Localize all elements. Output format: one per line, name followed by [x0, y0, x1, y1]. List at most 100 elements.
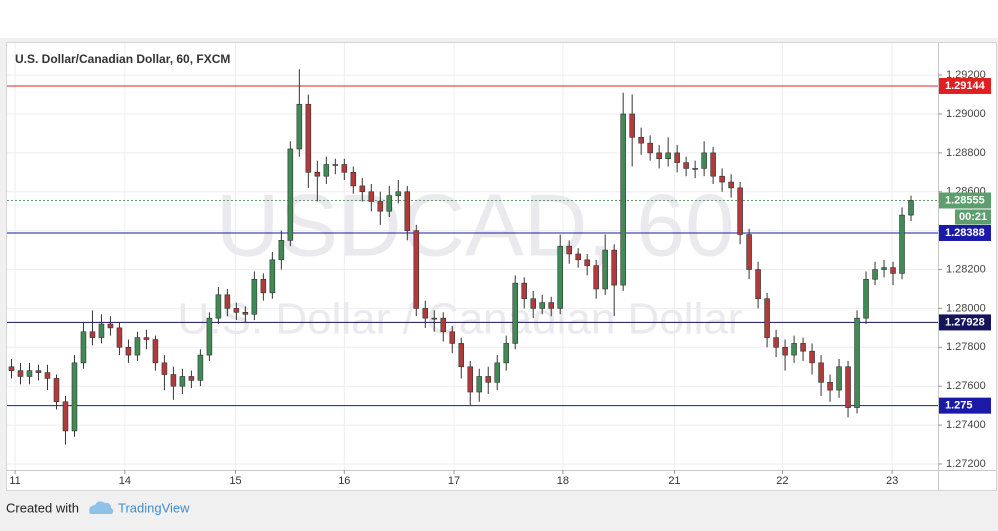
grid: [7, 43, 938, 470]
candle-body: [224, 294, 231, 309]
candle-body: [701, 152, 707, 169]
candle-body: [260, 278, 267, 294]
candle-body: [800, 343, 806, 352]
candle-body: [332, 164, 339, 166]
candle-body: [107, 323, 114, 329]
candle-body: [890, 267, 896, 274]
candle-body: [566, 245, 572, 255]
candle-body: [53, 378, 60, 403]
chart-frame: [6, 42, 997, 491]
candle-body: [908, 200, 914, 216]
candle-body: [161, 362, 168, 375]
candle-body: [251, 278, 258, 315]
y-tick-label: 1.27800: [946, 341, 986, 353]
level-label-box: [939, 314, 991, 331]
candle-body: [44, 372, 51, 379]
candle-body: [764, 298, 770, 338]
candle-body: [341, 164, 348, 173]
x-tick-label: 18: [557, 475, 569, 487]
candle-body: [170, 374, 177, 387]
candle-body: [602, 249, 608, 290]
candle-body: [755, 269, 761, 299]
candle-body: [512, 282, 519, 344]
candle-body: [413, 230, 420, 309]
candle-body: [719, 175, 725, 183]
candle-body: [683, 162, 689, 169]
y-tick-label: 1.27200: [946, 458, 986, 470]
y-tick-label: 1.27400: [946, 419, 986, 431]
x-tick-label: 11: [9, 475, 20, 487]
candle-body: [296, 103, 303, 150]
x-tick-label: 15: [229, 475, 241, 487]
candle-body: [674, 152, 680, 163]
candle-body: [422, 308, 429, 319]
candle-body: [647, 142, 653, 154]
candle-body: [737, 187, 743, 235]
candle-body: [440, 317, 447, 333]
candle-body: [188, 376, 195, 381]
candle-body: [881, 267, 887, 270]
candle-body: [665, 152, 671, 159]
watermark-description: U.S. Dollar / Canadian Dollar: [178, 295, 743, 344]
candle-body: [476, 376, 483, 393]
candle-body: [827, 382, 833, 391]
level-label: 1.275: [945, 400, 973, 412]
x-tick-label: 21: [668, 475, 680, 487]
candle-body: [728, 181, 734, 189]
candle-body: [620, 113, 626, 286]
footer-created: Created with: [6, 500, 79, 515]
candle-body: [557, 245, 563, 309]
candle-body: [152, 339, 159, 364]
candle-body: [692, 168, 698, 170]
candle-body: [629, 113, 635, 138]
countdown-label: 00:21: [959, 211, 987, 223]
tradingview-logo: [89, 501, 114, 514]
candles: [8, 69, 914, 445]
candle-body: [530, 298, 536, 309]
x-tick-label: 17: [448, 475, 460, 487]
candle-body: [80, 331, 87, 364]
level-label: 1.28388: [945, 227, 985, 239]
candle-body: [791, 343, 797, 356]
candle-body: [584, 259, 590, 266]
candle-body: [98, 323, 105, 338]
last-price-box: [939, 192, 991, 209]
candle-body: [359, 185, 366, 193]
candle-body: [377, 201, 384, 212]
candle-body: [575, 253, 581, 261]
x-tick-label: 14: [119, 475, 131, 487]
candle-body: [287, 148, 294, 241]
candle-body: [116, 327, 123, 348]
footer-brand[interactable]: TradingView: [118, 500, 190, 515]
y-tick-label: 1.28200: [946, 263, 986, 275]
candle-body: [746, 234, 752, 270]
candle-body: [854, 317, 860, 408]
candle-body: [809, 350, 815, 364]
candle-body: [179, 376, 186, 387]
watermark-symbol: USDCAD, 60: [216, 175, 734, 274]
level-label-box: [939, 397, 991, 414]
footer: Created with TradingView: [6, 500, 190, 515]
candle-body: [17, 370, 24, 377]
levels: [7, 85, 938, 407]
candle-body: [872, 269, 878, 280]
candle-body: [134, 337, 141, 356]
candle-body: [323, 164, 330, 177]
candle-body: [233, 308, 240, 313]
candle-body: [521, 282, 527, 299]
candle-body: [269, 259, 276, 294]
candle-body: [449, 331, 456, 344]
candle-body: [368, 191, 375, 202]
candle-body: [197, 354, 204, 381]
last-price-label: 1.28555: [945, 194, 985, 206]
candle-body: [278, 240, 285, 261]
candle-body: [593, 265, 599, 290]
candle-body: [71, 362, 78, 432]
candle-body: [845, 366, 851, 408]
candle-body: [485, 376, 492, 383]
candle-body: [467, 366, 474, 393]
level-label: 1.27928: [945, 316, 985, 328]
candle-body: [350, 172, 357, 187]
